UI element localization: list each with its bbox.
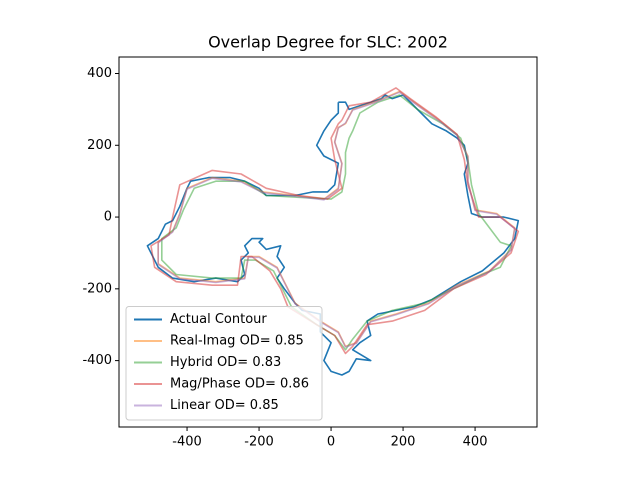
- legend-label: Mag/Phase OD= 0.86: [170, 377, 309, 392]
- y-tick-label: -200: [82, 281, 112, 296]
- x-tick-label: -400: [172, 435, 202, 450]
- y-tick-label: 0: [104, 210, 112, 225]
- y-tick-label: 400: [87, 66, 112, 81]
- y-tick-label: 200: [87, 138, 112, 153]
- legend-label: Hybrid OD= 0.83: [170, 355, 281, 370]
- x-tick-label: 0: [327, 435, 335, 450]
- x-tick-label: 400: [463, 435, 488, 450]
- legend-label: Real-Imag OD= 0.85: [170, 334, 304, 349]
- plot-frame: [118, 56, 538, 428]
- legend-label: Linear OD= 0.85: [170, 398, 279, 413]
- chart-title: Overlap Degree for SLC: 2002: [208, 33, 448, 52]
- legend-box: [125, 306, 323, 421]
- contour-line: [157, 91, 516, 348]
- y-tick-label: -400: [82, 353, 112, 368]
- x-tick-label: -200: [244, 435, 274, 450]
- x-tick-label: 200: [391, 435, 416, 450]
- legend-label: Actual Contour: [170, 312, 267, 327]
